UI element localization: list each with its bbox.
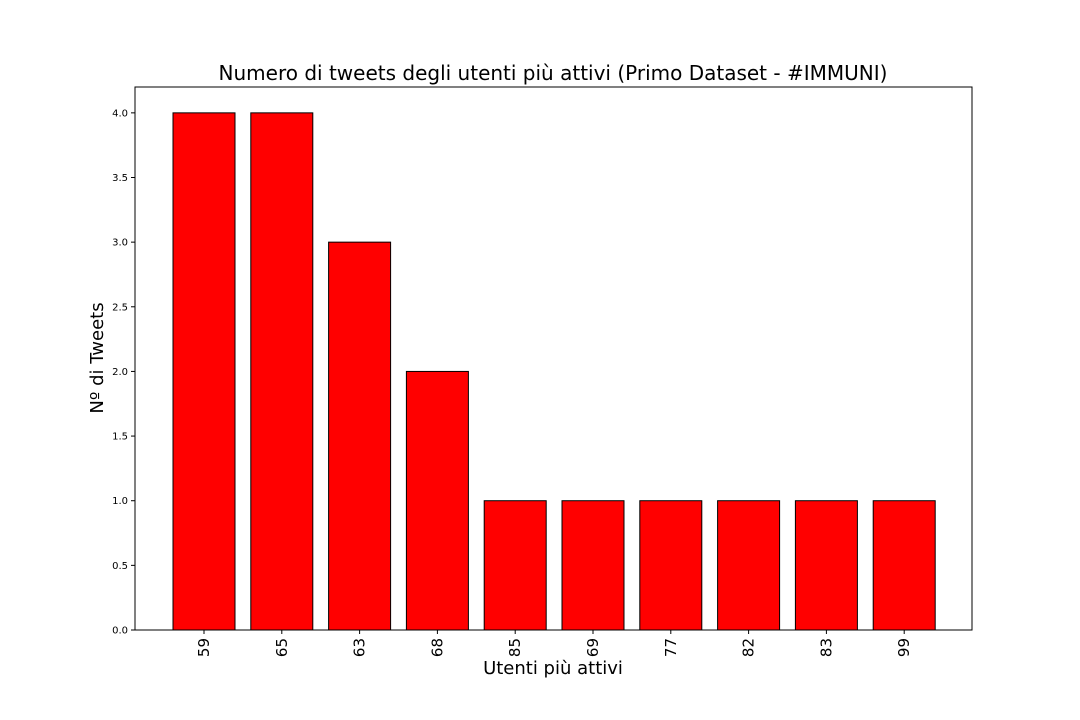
x-axis-label: Utenti più attivi xyxy=(483,658,623,679)
y-axis-ticks: 0.0 0.5 1.0 1.5 2.0 2.5 3.0 3.5 4.0 xyxy=(112,108,135,637)
x-tick-label: 69 xyxy=(584,638,602,657)
y-tick-label: 1.0 xyxy=(112,496,128,507)
bar-82 xyxy=(717,500,781,631)
bar-77 xyxy=(639,500,703,631)
bar-85 xyxy=(483,500,547,631)
x-tick-label: 63 xyxy=(351,638,369,657)
y-axis-label: Nº di Tweets xyxy=(87,302,108,413)
x-tick-label: 65 xyxy=(273,638,291,657)
bar-83 xyxy=(794,500,858,631)
x-tick-label: 77 xyxy=(662,638,680,657)
x-tick-label: 82 xyxy=(740,638,758,657)
x-tick-label: 59 xyxy=(195,638,213,657)
y-tick-label: 3.5 xyxy=(112,173,128,184)
bar-59 xyxy=(172,112,236,631)
bar-65 xyxy=(250,112,314,631)
y-tick-label: 2.5 xyxy=(112,302,128,313)
x-tick-label: 83 xyxy=(817,638,835,657)
bar-69 xyxy=(561,500,625,631)
y-tick-label: 4.0 xyxy=(112,108,128,119)
y-tick-label: 0.0 xyxy=(112,626,128,637)
y-tick-label: 2.0 xyxy=(112,367,128,378)
x-tick-label: 99 xyxy=(895,638,913,657)
plot-area-frame xyxy=(134,86,973,631)
y-tick-label: 0.5 xyxy=(112,561,128,572)
y-tick-label: 3.0 xyxy=(112,238,128,249)
x-axis-ticks: 59 65 63 68 85 69 77 82 83 99 xyxy=(195,630,913,657)
y-tick-label: 1.5 xyxy=(112,432,128,443)
bar-63 xyxy=(328,241,392,631)
x-tick-label: 68 xyxy=(428,638,446,657)
chart-title: Numero di tweets degli utenti più attivi… xyxy=(219,61,888,85)
x-tick-label: 85 xyxy=(506,638,524,657)
bar-99 xyxy=(872,500,936,631)
bars-group xyxy=(172,112,936,631)
bar-68 xyxy=(405,370,469,631)
